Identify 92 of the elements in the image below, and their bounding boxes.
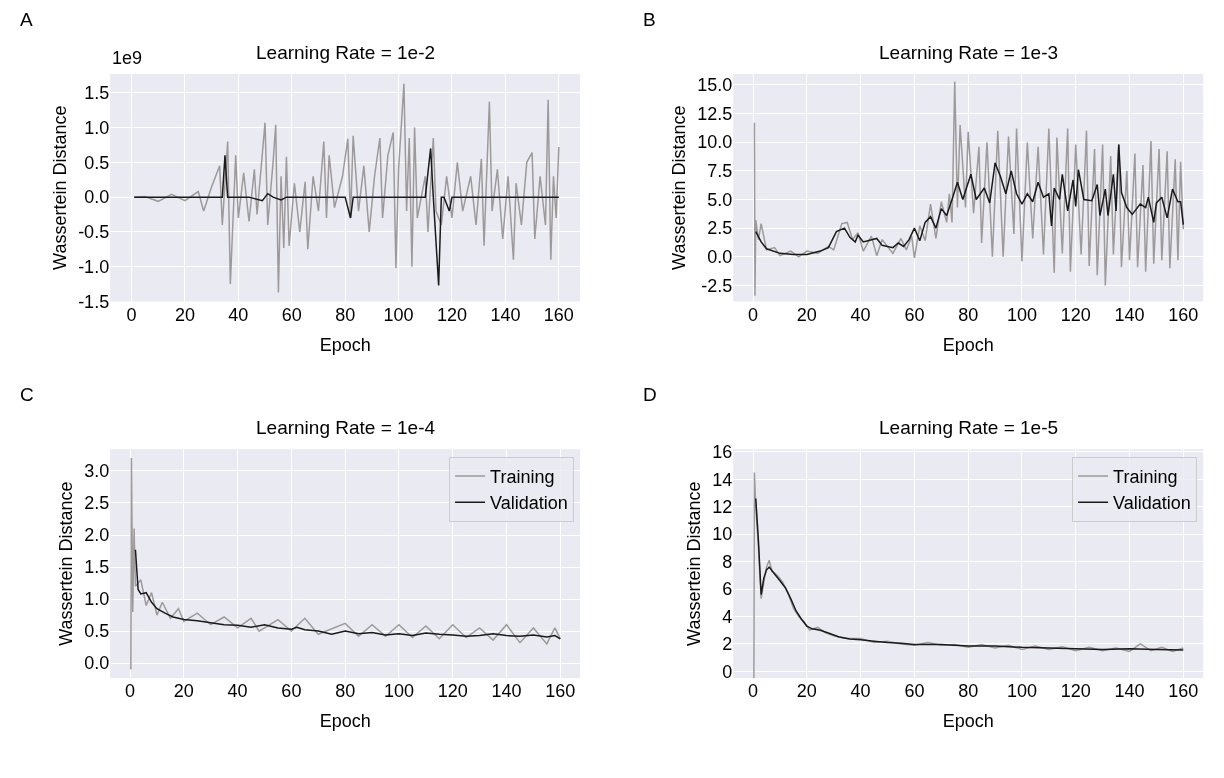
x-tick-label: 60 xyxy=(281,681,302,702)
x-tick-label: 20 xyxy=(796,681,817,702)
y-tick-label: 2.0 xyxy=(84,525,110,546)
x-tick-label: 120 xyxy=(1060,681,1091,702)
x-tick-label: 160 xyxy=(543,304,574,325)
x-tick-label: 140 xyxy=(490,304,521,325)
x-tick-label: 120 xyxy=(1060,304,1091,325)
y-tick-label: -1.5 xyxy=(78,291,110,312)
y-axis-title: Wassertein Distance xyxy=(669,105,690,270)
y-tick-label: 1.5 xyxy=(84,83,110,104)
text: 1e9 xyxy=(112,48,143,68)
line-series xyxy=(133,147,560,287)
y-tick-label: -0.5 xyxy=(78,222,110,243)
y-tick-label: 2.5 xyxy=(84,493,110,514)
x-tick-label: 100 xyxy=(1006,681,1037,702)
x-tick-label: 140 xyxy=(1114,304,1145,325)
y-tick-label: 1.5 xyxy=(84,557,110,578)
x-tick-label: 80 xyxy=(958,681,979,702)
x-axis-title: Epoch xyxy=(319,711,371,732)
y-tick-label: 15.0 xyxy=(697,75,733,96)
y-tick-label: 8 xyxy=(722,551,733,572)
x-tick-label: 160 xyxy=(545,681,576,702)
y-tick-label: 0 xyxy=(722,661,733,682)
x-tick-label: 160 xyxy=(1168,681,1199,702)
x-tick-label: 80 xyxy=(335,304,356,325)
y-tick-label: 14 xyxy=(712,469,733,490)
line-series xyxy=(134,548,562,640)
line-series xyxy=(753,80,1185,297)
y-axis-title: Wassertein Distance xyxy=(50,105,71,270)
y-tick-label: -2.5 xyxy=(701,275,733,296)
legend-label: Validation xyxy=(490,493,568,514)
y-tick-label: 10.0 xyxy=(697,132,733,153)
x-axis-title: Epoch xyxy=(942,711,994,732)
x-tick-label: 120 xyxy=(436,304,468,325)
x-tick-label: 80 xyxy=(335,681,356,702)
x-tick-label: 40 xyxy=(228,304,249,325)
text: C xyxy=(20,384,34,405)
chart-title: Learning Rate = 1e-4 xyxy=(256,417,436,438)
x-tick-label: 60 xyxy=(904,304,925,325)
text: B xyxy=(643,9,656,30)
x-tick-label: 0 xyxy=(748,304,759,325)
y-tick-label: 1.0 xyxy=(84,117,110,138)
y-tick-label: 12 xyxy=(712,497,733,518)
x-tick-label: 0 xyxy=(126,304,137,325)
x-tick-label: 140 xyxy=(1114,681,1145,702)
x-tick-label: 60 xyxy=(281,304,302,325)
y-tick-label: 7.5 xyxy=(707,161,733,182)
text: A xyxy=(20,9,33,30)
x-tick-label: 0 xyxy=(125,681,136,702)
x-tick-label: 100 xyxy=(383,304,414,325)
y-tick-label: 1.0 xyxy=(84,589,110,610)
x-tick-label: 140 xyxy=(491,681,522,702)
y-tick-label: 0.5 xyxy=(84,621,110,642)
y-axis-title: Wassertein Distance xyxy=(684,481,705,646)
legend-label: Training xyxy=(1113,466,1178,487)
y-tick-label: 0.0 xyxy=(84,187,110,208)
legend-label: Training xyxy=(490,466,555,487)
y-tick-label: 2.5 xyxy=(707,218,733,239)
y-tick-label: -1.0 xyxy=(78,257,110,278)
x-axis-title: Epoch xyxy=(319,334,371,355)
y-tick-label: 2 xyxy=(722,634,733,655)
x-tick-label: 40 xyxy=(850,304,871,325)
chart-title: Learning Rate = 1e-5 xyxy=(879,417,1059,438)
y-tick-label: 0.5 xyxy=(84,152,110,173)
x-tick-label: 0 xyxy=(748,681,759,702)
y-tick-label: 0.0 xyxy=(707,247,733,268)
x-tick-label: 160 xyxy=(1168,304,1199,325)
y-tick-label: 12.5 xyxy=(697,103,733,124)
legend-label: Validation xyxy=(1113,493,1191,514)
x-tick-label: 40 xyxy=(227,681,248,702)
x-tick-label: 40 xyxy=(850,681,871,702)
line-series xyxy=(755,143,1185,256)
x-tick-label: 60 xyxy=(904,681,925,702)
x-tick-label: 20 xyxy=(796,304,817,325)
x-axis-title: Epoch xyxy=(942,334,994,355)
x-tick-label: 120 xyxy=(437,681,468,702)
x-tick-label: 100 xyxy=(383,681,414,702)
y-tick-label: 4 xyxy=(722,606,733,627)
chart-title: Learning Rate = 1e-3 xyxy=(879,42,1059,63)
text: D xyxy=(643,384,657,405)
x-tick-label: 20 xyxy=(173,681,194,702)
y-tick-label: 6 xyxy=(722,579,733,600)
x-tick-label: 80 xyxy=(958,304,979,325)
y-tick-label: 5.0 xyxy=(707,189,733,210)
x-tick-label: 100 xyxy=(1006,304,1037,325)
y-tick-label: 10 xyxy=(712,524,733,545)
y-tick-label: 3.0 xyxy=(84,461,110,482)
y-tick-label: 16 xyxy=(712,442,733,463)
y-tick-label: 0.0 xyxy=(84,653,110,674)
x-tick-label: 20 xyxy=(174,304,195,325)
chart-title: Learning Rate = 1e-2 xyxy=(256,42,436,63)
y-axis-title: Wassertein Distance xyxy=(56,481,77,646)
